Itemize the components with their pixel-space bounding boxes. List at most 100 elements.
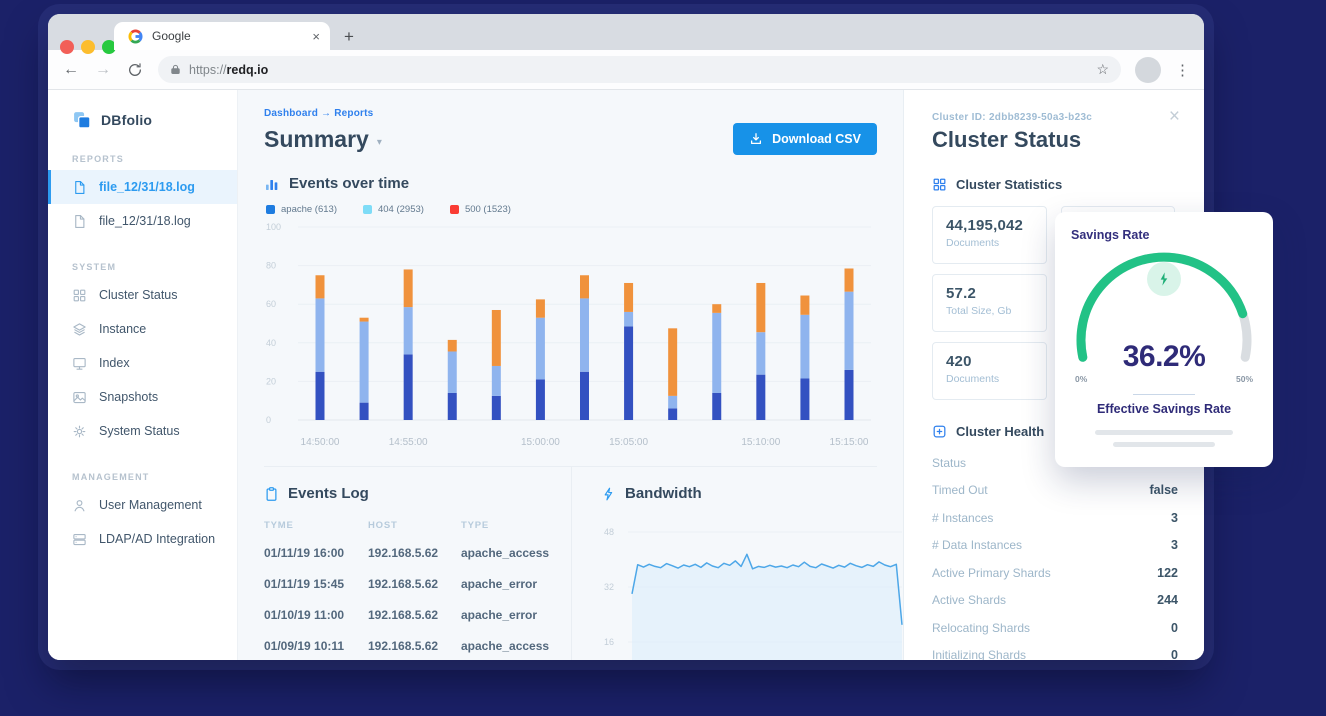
monitor-icon bbox=[72, 356, 87, 371]
close-window-button[interactable] bbox=[60, 40, 74, 54]
stat-card: 44,195,042 Documents bbox=[932, 206, 1047, 264]
health-row-label: Active Primary Shards bbox=[932, 565, 1051, 580]
sidebar: DBfolio REPORTS file_12/31/18.log file_12/… bbox=[48, 90, 238, 660]
sidebar-item-user-management[interactable]: User Management bbox=[48, 488, 237, 522]
health-row-value: 0 bbox=[1171, 620, 1178, 635]
legend-label: 404 (2953) bbox=[377, 204, 424, 215]
table-row[interactable]: 01/10/19 11:00 192.168.5.62 apache_error bbox=[264, 599, 571, 630]
savings-gauge bbox=[1055, 252, 1273, 382]
stat-card-value: 420 bbox=[946, 353, 972, 370]
breadcrumb-current-link[interactable]: Reports bbox=[334, 108, 374, 119]
sidebar-section-label: REPORTS bbox=[72, 154, 124, 164]
cluster-id-label: Cluster ID: 2dbb8239-50a3-b23c bbox=[932, 112, 1093, 123]
table-cell: 192.168.5.62 bbox=[368, 638, 439, 653]
savings-rate-card: Savings Rate 36.2% 0% 50% Effective Savi… bbox=[1055, 212, 1273, 467]
sidebar-item-file-12-31-18-log[interactable]: file_12/31/18.log bbox=[48, 204, 237, 238]
legend-item: 404 (2953) bbox=[362, 204, 424, 215]
bolt-badge bbox=[1147, 262, 1181, 296]
legend-swatch bbox=[449, 205, 459, 214]
lightning-bolt-icon bbox=[604, 487, 613, 500]
app-logo-text: DBfolio bbox=[101, 112, 153, 128]
download-csv-label: Download CSV bbox=[772, 132, 861, 146]
health-row: Relocating Shards 0 bbox=[932, 614, 1178, 642]
file-icon bbox=[72, 214, 87, 229]
table-cell: 01/09/19 10:11 bbox=[264, 638, 345, 653]
stat-card-value: 57.2 bbox=[946, 285, 976, 302]
health-row: Active Shards 244 bbox=[932, 587, 1178, 615]
cluster-status-title: Cluster Status bbox=[932, 127, 1082, 152]
legend-item: 500 (1523) bbox=[449, 204, 511, 215]
sidebar-item-file-12-31-18-log[interactable]: file_12/31/18.log bbox=[48, 170, 237, 204]
browser-tab-google[interactable]: Google × bbox=[114, 22, 330, 50]
health-row: Status bbox=[932, 449, 1178, 477]
table-cell: 01/10/19 11:00 bbox=[264, 607, 345, 622]
health-row-value: 244 bbox=[1157, 593, 1178, 608]
events-log-title: Events Log bbox=[288, 485, 369, 502]
events-log-column-header: HOST bbox=[368, 520, 398, 531]
health-row-value: 0 bbox=[1171, 648, 1178, 660]
sidebar-item-label: User Management bbox=[99, 498, 202, 512]
zoom-window-button[interactable] bbox=[102, 40, 116, 54]
sidebar-item-snapshots[interactable]: Snapshots bbox=[48, 380, 237, 414]
server-icon bbox=[72, 532, 87, 547]
svg-text:60: 60 bbox=[266, 299, 276, 309]
sidebar-item-index[interactable]: Index bbox=[48, 346, 237, 380]
refresh-icon[interactable] bbox=[126, 62, 144, 78]
cluster-health-list: Status Timed Out false # Instances 3 # Data I… bbox=[932, 449, 1178, 660]
tab-close-icon[interactable]: × bbox=[312, 28, 320, 44]
back-icon[interactable]: ← bbox=[63, 60, 79, 78]
gear-icon bbox=[72, 424, 87, 439]
events-log-column-header: TYME bbox=[264, 520, 294, 531]
forward-icon[interactable]: → bbox=[95, 60, 111, 78]
svg-text:15:10:00: 15:10:00 bbox=[741, 437, 780, 448]
image-icon bbox=[72, 390, 87, 405]
gauge-max-label: 50% bbox=[1235, 374, 1253, 384]
events-chart-legend: apache (613) 404 (2953) 500 (1523) bbox=[266, 204, 877, 215]
legend-label: 500 (1523) bbox=[464, 204, 511, 215]
svg-text:15:15:00: 15:15:00 bbox=[830, 437, 869, 448]
chevron-down-icon[interactable]: ▾ bbox=[376, 136, 382, 148]
new-tab-button[interactable]: + bbox=[344, 27, 354, 46]
close-icon[interactable]: × bbox=[1168, 106, 1180, 127]
sidebar-item-label: System Status bbox=[99, 424, 180, 438]
table-cell: 192.168.5.62 bbox=[368, 545, 439, 560]
url-text: https://redq.io bbox=[189, 63, 268, 77]
dbfolio-logo-icon bbox=[74, 112, 91, 129]
cluster-statistics-title: Cluster Statistics bbox=[956, 177, 1063, 192]
gauge-min-label: 0% bbox=[1075, 374, 1088, 384]
svg-text:14:55:00: 14:55:00 bbox=[389, 437, 428, 448]
browser-menu-icon[interactable]: ⋮ bbox=[1175, 61, 1190, 79]
minimize-window-button[interactable] bbox=[81, 40, 95, 54]
stat-card-value: 44,195,042 bbox=[946, 217, 1024, 234]
health-row-label: Active Shards bbox=[932, 593, 1007, 608]
download-csv-button[interactable]: Download CSV bbox=[733, 123, 877, 155]
sidebar-item-cluster-status[interactable]: Cluster Status bbox=[48, 278, 237, 312]
events-over-time-chart: 0 20 40 60 80 100 14:50:00 14:55:00 15:00:00 15:0… bbox=[266, 222, 871, 448]
sidebar-item-ldap-ad-integration[interactable]: LDAP/AD Integration bbox=[48, 522, 237, 556]
bookmark-star-icon[interactable]: ☆ bbox=[1096, 61, 1109, 77]
app-logo[interactable]: DBfolio bbox=[48, 110, 237, 130]
sidebar-item-system-status[interactable]: System Status bbox=[48, 414, 237, 448]
svg-text:0: 0 bbox=[266, 415, 271, 425]
table-cell: apache_error bbox=[461, 607, 538, 622]
breadcrumb-home-link[interactable]: Dashboard bbox=[264, 108, 319, 119]
events-log-panel: Events Log TYME HOST TYPE 01/11/19 16:00 19… bbox=[264, 467, 571, 660]
profile-avatar[interactable] bbox=[1135, 56, 1161, 83]
svg-text:15:05:00: 15:05:00 bbox=[609, 437, 648, 448]
table-cell: 192.168.5.62 bbox=[368, 576, 439, 591]
health-row-value: 122 bbox=[1157, 565, 1178, 580]
sidebar-item-instance[interactable]: Instance bbox=[48, 312, 237, 346]
health-row-value: 3 bbox=[1171, 510, 1178, 525]
table-row[interactable]: 01/11/19 16:00 192.168.5.62 apache_access bbox=[264, 537, 571, 568]
breadcrumb-separator: → bbox=[321, 108, 332, 119]
bandwidth-chart: 48 32 16 bbox=[604, 527, 903, 660]
address-bar[interactable]: https://redq.io ☆ bbox=[158, 56, 1121, 83]
bolt-icon bbox=[1160, 272, 1168, 286]
table-row[interactable]: 01/11/19 15:45 192.168.5.62 apache_error bbox=[264, 568, 571, 599]
svg-text:16: 16 bbox=[604, 637, 614, 647]
skeleton-line bbox=[1095, 430, 1233, 435]
savings-rate-caption: Effective Savings Rate bbox=[1096, 402, 1232, 416]
table-row[interactable]: 01/09/19 10:11 192.168.5.62 apache_access bbox=[264, 630, 571, 660]
stat-card-label: Total Size, Gb bbox=[946, 305, 1012, 317]
sidebar-item-label: Snapshots bbox=[99, 390, 159, 404]
